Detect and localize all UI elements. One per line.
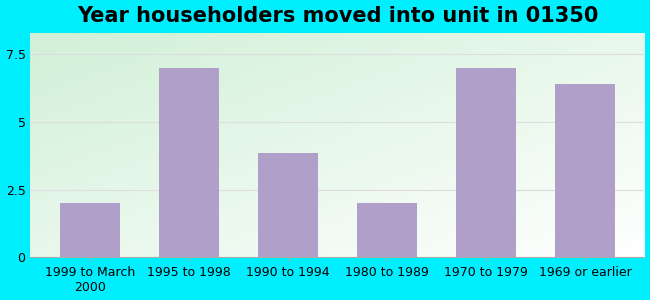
Bar: [60, 203, 120, 257]
Bar: [358, 203, 417, 257]
Bar: [555, 84, 615, 257]
Bar: [456, 68, 515, 257]
Title: Year householders moved into unit in 01350: Year householders moved into unit in 013…: [77, 6, 598, 26]
Bar: [258, 153, 318, 257]
Bar: [159, 68, 218, 257]
